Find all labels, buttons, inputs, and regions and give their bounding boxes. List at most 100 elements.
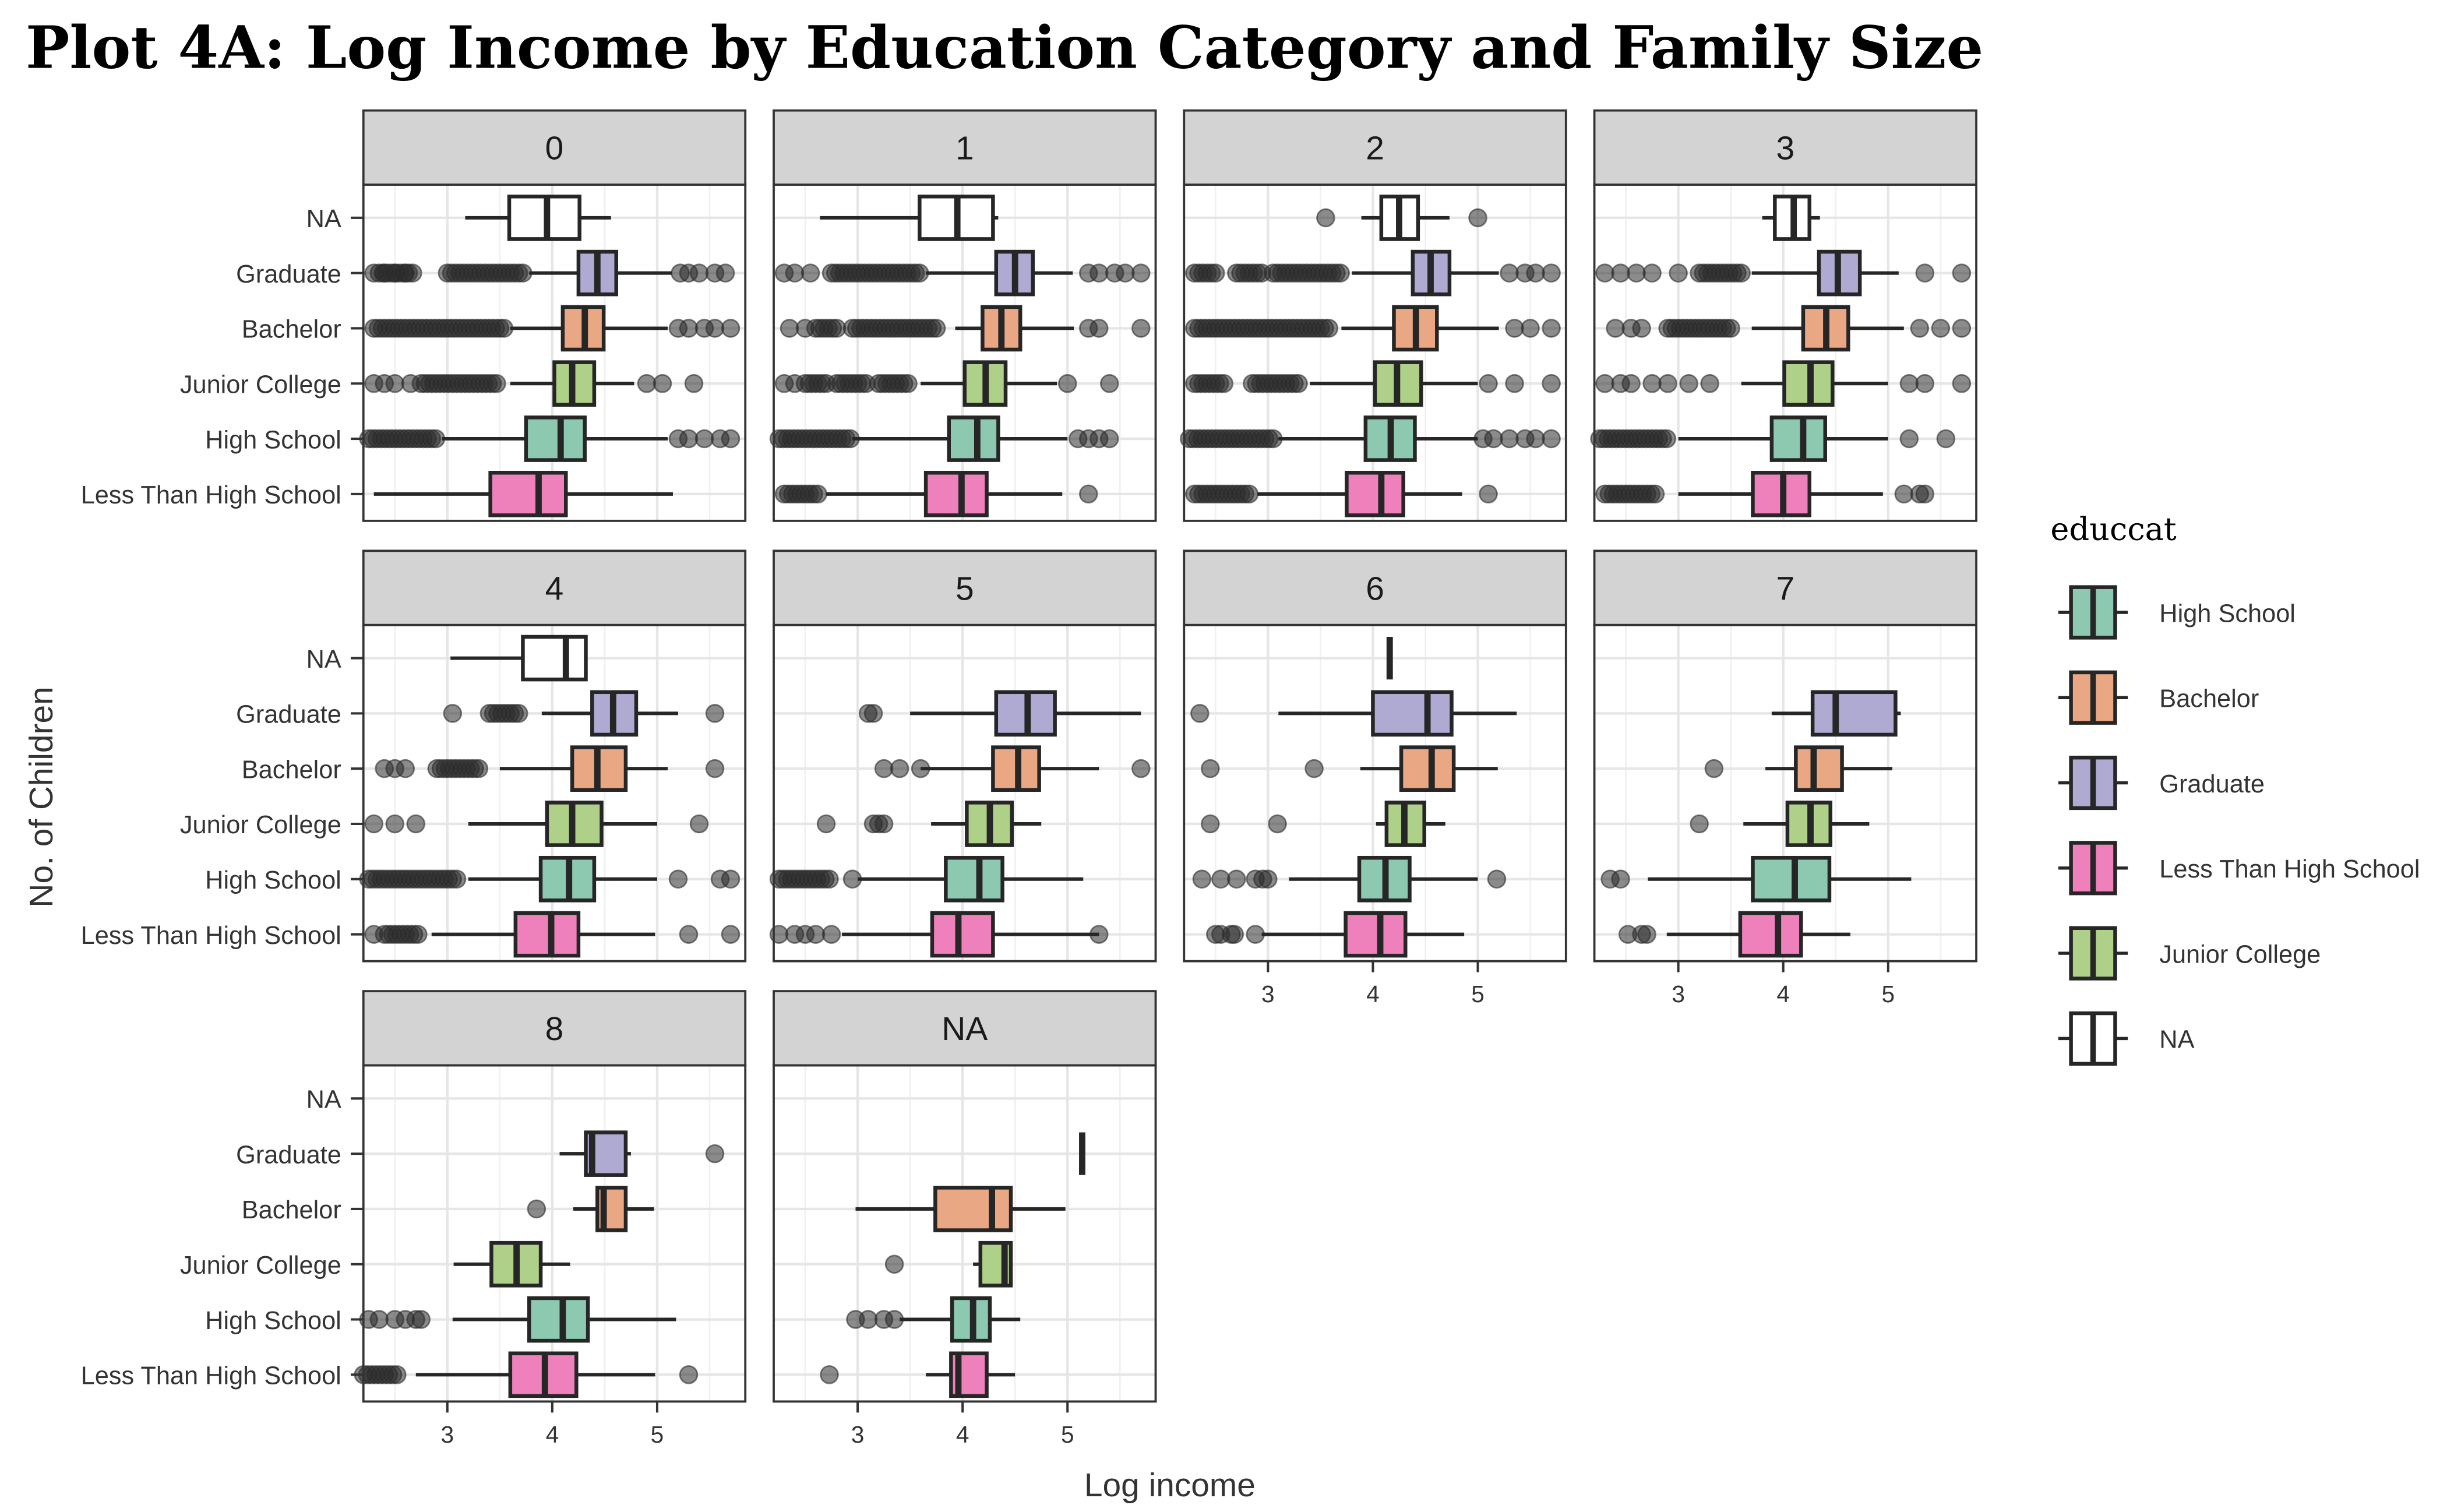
y-tick-label: Junior College xyxy=(180,811,341,839)
outlier-point xyxy=(1100,373,1119,393)
outlier-point xyxy=(863,704,883,723)
outlier-point xyxy=(1637,925,1656,944)
outlier-point xyxy=(1479,373,1498,393)
box-less-than-high-school xyxy=(1595,471,1935,517)
outlier-point xyxy=(715,263,735,283)
outlier-point xyxy=(1669,263,1688,283)
y-tick-label: Bachelor xyxy=(242,756,341,784)
panel-background xyxy=(1184,625,1566,961)
outlier-point xyxy=(447,869,467,889)
facet-panel-0: 0 NA Graduate Bachelor Junior College High Sc… xyxy=(81,109,747,522)
outlier-point xyxy=(898,373,918,393)
outlier-point xyxy=(926,319,946,338)
box-graduate xyxy=(443,690,725,737)
outlier-point xyxy=(694,429,714,449)
outlier-point xyxy=(653,373,672,393)
outlier-point xyxy=(1645,484,1665,504)
outlier-point xyxy=(679,1365,699,1384)
outlier-point xyxy=(1642,263,1662,283)
legend-title: educcat xyxy=(2050,510,2177,547)
outlier-point xyxy=(1331,263,1350,283)
box-graduate xyxy=(858,690,1141,737)
box-bachelor xyxy=(1606,305,1972,352)
outlier-point xyxy=(1500,429,1519,449)
facet-strip xyxy=(773,990,1157,1067)
legend-label: Less Than High School xyxy=(2159,855,2420,883)
facet-panel-7: 7 3 4 5 xyxy=(1593,549,1977,1007)
x-tick-label: 5 xyxy=(651,1421,664,1448)
outlier-point xyxy=(884,1254,904,1274)
y-tick-label: Less Than High School xyxy=(81,481,341,509)
outlier-point xyxy=(1952,319,1972,338)
facet-panel-4: 4 NA Graduate Bachelor Junior College High Sc… xyxy=(81,549,747,963)
y-tick-label: High School xyxy=(205,1307,341,1335)
outlier-point xyxy=(1632,319,1651,338)
outlier-point xyxy=(721,429,741,449)
outlier-point xyxy=(1316,208,1335,228)
facet-strip xyxy=(362,109,747,186)
x-tick-label: 5 xyxy=(1061,1421,1074,1448)
facet-strip-label: 7 xyxy=(1776,570,1795,607)
facet-strip-label: 4 xyxy=(545,570,564,607)
outlier-point xyxy=(1894,484,1914,504)
outlier-point xyxy=(721,319,741,338)
y-tick-label: NA xyxy=(306,1086,341,1114)
x-tick-label: 4 xyxy=(546,1421,559,1448)
outlier-point xyxy=(1952,263,1972,283)
outlier-point xyxy=(1468,208,1487,228)
box-iqr xyxy=(933,1186,1013,1232)
outlier-point xyxy=(1211,869,1230,889)
outlier-point xyxy=(1258,869,1278,889)
outlier-point xyxy=(684,373,704,393)
outlier-point xyxy=(1542,263,1561,283)
outlier-point xyxy=(1679,373,1698,393)
outlier-point xyxy=(820,1365,839,1384)
box-graduate xyxy=(1771,690,1901,737)
y-tick-label: Less Than High School xyxy=(81,1362,341,1390)
outlier-point xyxy=(827,319,847,338)
outlier-point xyxy=(1621,373,1641,393)
box-graduate xyxy=(1185,249,1561,297)
outlier-point xyxy=(808,484,827,504)
box-less-than-high-school xyxy=(769,911,1109,958)
box-iqr xyxy=(513,911,581,958)
outlier-point xyxy=(1936,429,1956,449)
outlier-point xyxy=(1479,484,1498,504)
outlier-point xyxy=(679,429,699,449)
legend-item-bachelor: Bachelor xyxy=(2058,670,2259,725)
outlier-point xyxy=(1268,814,1287,834)
outlier-point xyxy=(469,759,489,778)
outlier-point xyxy=(801,263,820,283)
outlier-point xyxy=(1606,319,1625,338)
box-high-school xyxy=(1600,855,1912,903)
box-iqr xyxy=(1738,911,1803,958)
outlier-point xyxy=(1542,319,1561,338)
outlier-point xyxy=(1915,263,1935,283)
outlier-point xyxy=(1319,319,1339,338)
box-na xyxy=(1762,194,1820,241)
outlier-point xyxy=(679,319,699,338)
outlier-point xyxy=(1487,869,1507,889)
outlier-point xyxy=(721,925,741,944)
legend-label: Graduate xyxy=(2159,770,2265,798)
box-less-than-high-school xyxy=(364,911,741,958)
x-tick-label: 4 xyxy=(1776,981,1790,1007)
outlier-point xyxy=(689,263,709,283)
outlier-point xyxy=(1700,373,1719,393)
outlier-point xyxy=(1526,429,1545,449)
facet-strip xyxy=(773,109,1157,186)
x-tick-label: 3 xyxy=(851,1421,865,1448)
facet-strip-label: 1 xyxy=(955,131,974,167)
outlier-point xyxy=(785,263,805,283)
box-junior-college xyxy=(364,801,709,847)
outlier-point xyxy=(406,814,426,834)
box-junior-college xyxy=(1201,801,1445,847)
outlier-point xyxy=(1089,319,1109,338)
outlier-point xyxy=(705,1144,725,1164)
y-tick-label: High School xyxy=(205,866,341,894)
y-tick-label: Less Than High School xyxy=(81,922,341,950)
box-iqr xyxy=(923,471,989,517)
facet-strip xyxy=(1183,109,1567,186)
outlier-point xyxy=(1910,319,1930,338)
facet-strip xyxy=(1183,549,1567,626)
